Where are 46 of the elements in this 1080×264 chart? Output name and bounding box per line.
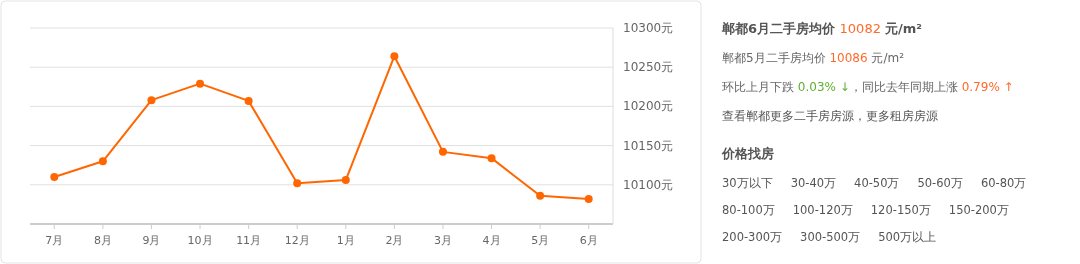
text: 500万以上 [878, 230, 937, 244]
text: 100-120万 [792, 203, 853, 217]
x-tick-label: 4月 [482, 234, 501, 247]
y-tick-label: 10200元 [623, 99, 674, 114]
x-tick-label: 11月 [236, 234, 262, 247]
x-tick-label: 9月 [142, 234, 161, 247]
point [196, 79, 205, 88]
point [584, 194, 593, 203]
x-tick-label: 8月 [93, 234, 112, 247]
x-tick-label: 5月 [531, 234, 550, 247]
point [50, 172, 59, 181]
y-tick-label: 10100元 [623, 177, 674, 192]
x-tick-label: 6月 [579, 234, 598, 247]
y-tick-label: 10150元 [623, 138, 674, 153]
text: 郸都6月二手房均价 10082 元/m² [721, 21, 923, 36]
text: 120-150万 [870, 203, 931, 217]
text: 郸都5月二手房均价 10086 元/m² [722, 51, 905, 65]
point [487, 154, 496, 163]
text: 价格找房 [721, 146, 774, 161]
text: 50-60万 [917, 176, 963, 190]
point [438, 147, 447, 156]
point [536, 191, 545, 200]
text: 环比上月下跌 0.03% ↓，同比去年同期上涨 0.79% ↑ [722, 80, 1014, 94]
point [244, 96, 253, 105]
text: 30-40万 [790, 176, 837, 190]
x-tick-label: 3月 [433, 234, 452, 247]
text: 40-50万 [854, 176, 900, 190]
x-tick-label: 1月 [336, 234, 355, 247]
x-tick-label: 10月 [187, 234, 213, 247]
text: 150-200万 [948, 203, 1009, 217]
point [293, 179, 302, 188]
text: 30万以下 [722, 176, 773, 190]
point [341, 176, 350, 185]
y-tick-label: 10300元 [623, 21, 674, 35]
point [98, 157, 107, 166]
x-tick-label: 12月 [284, 234, 310, 247]
text: 60-80万 [980, 176, 1027, 190]
text: 300-500万 [800, 230, 861, 244]
point [147, 96, 156, 105]
text: 80-100万 [722, 203, 775, 217]
y-tick-label: 10250元 [623, 60, 674, 75]
point [390, 52, 399, 61]
text: 200-300万 [722, 230, 783, 244]
x-tick-label: 2月 [385, 234, 404, 247]
x-tick-label: 7月 [45, 234, 64, 247]
text: 查看郸都更多二手房房源，更多租房房源 [722, 109, 938, 123]
